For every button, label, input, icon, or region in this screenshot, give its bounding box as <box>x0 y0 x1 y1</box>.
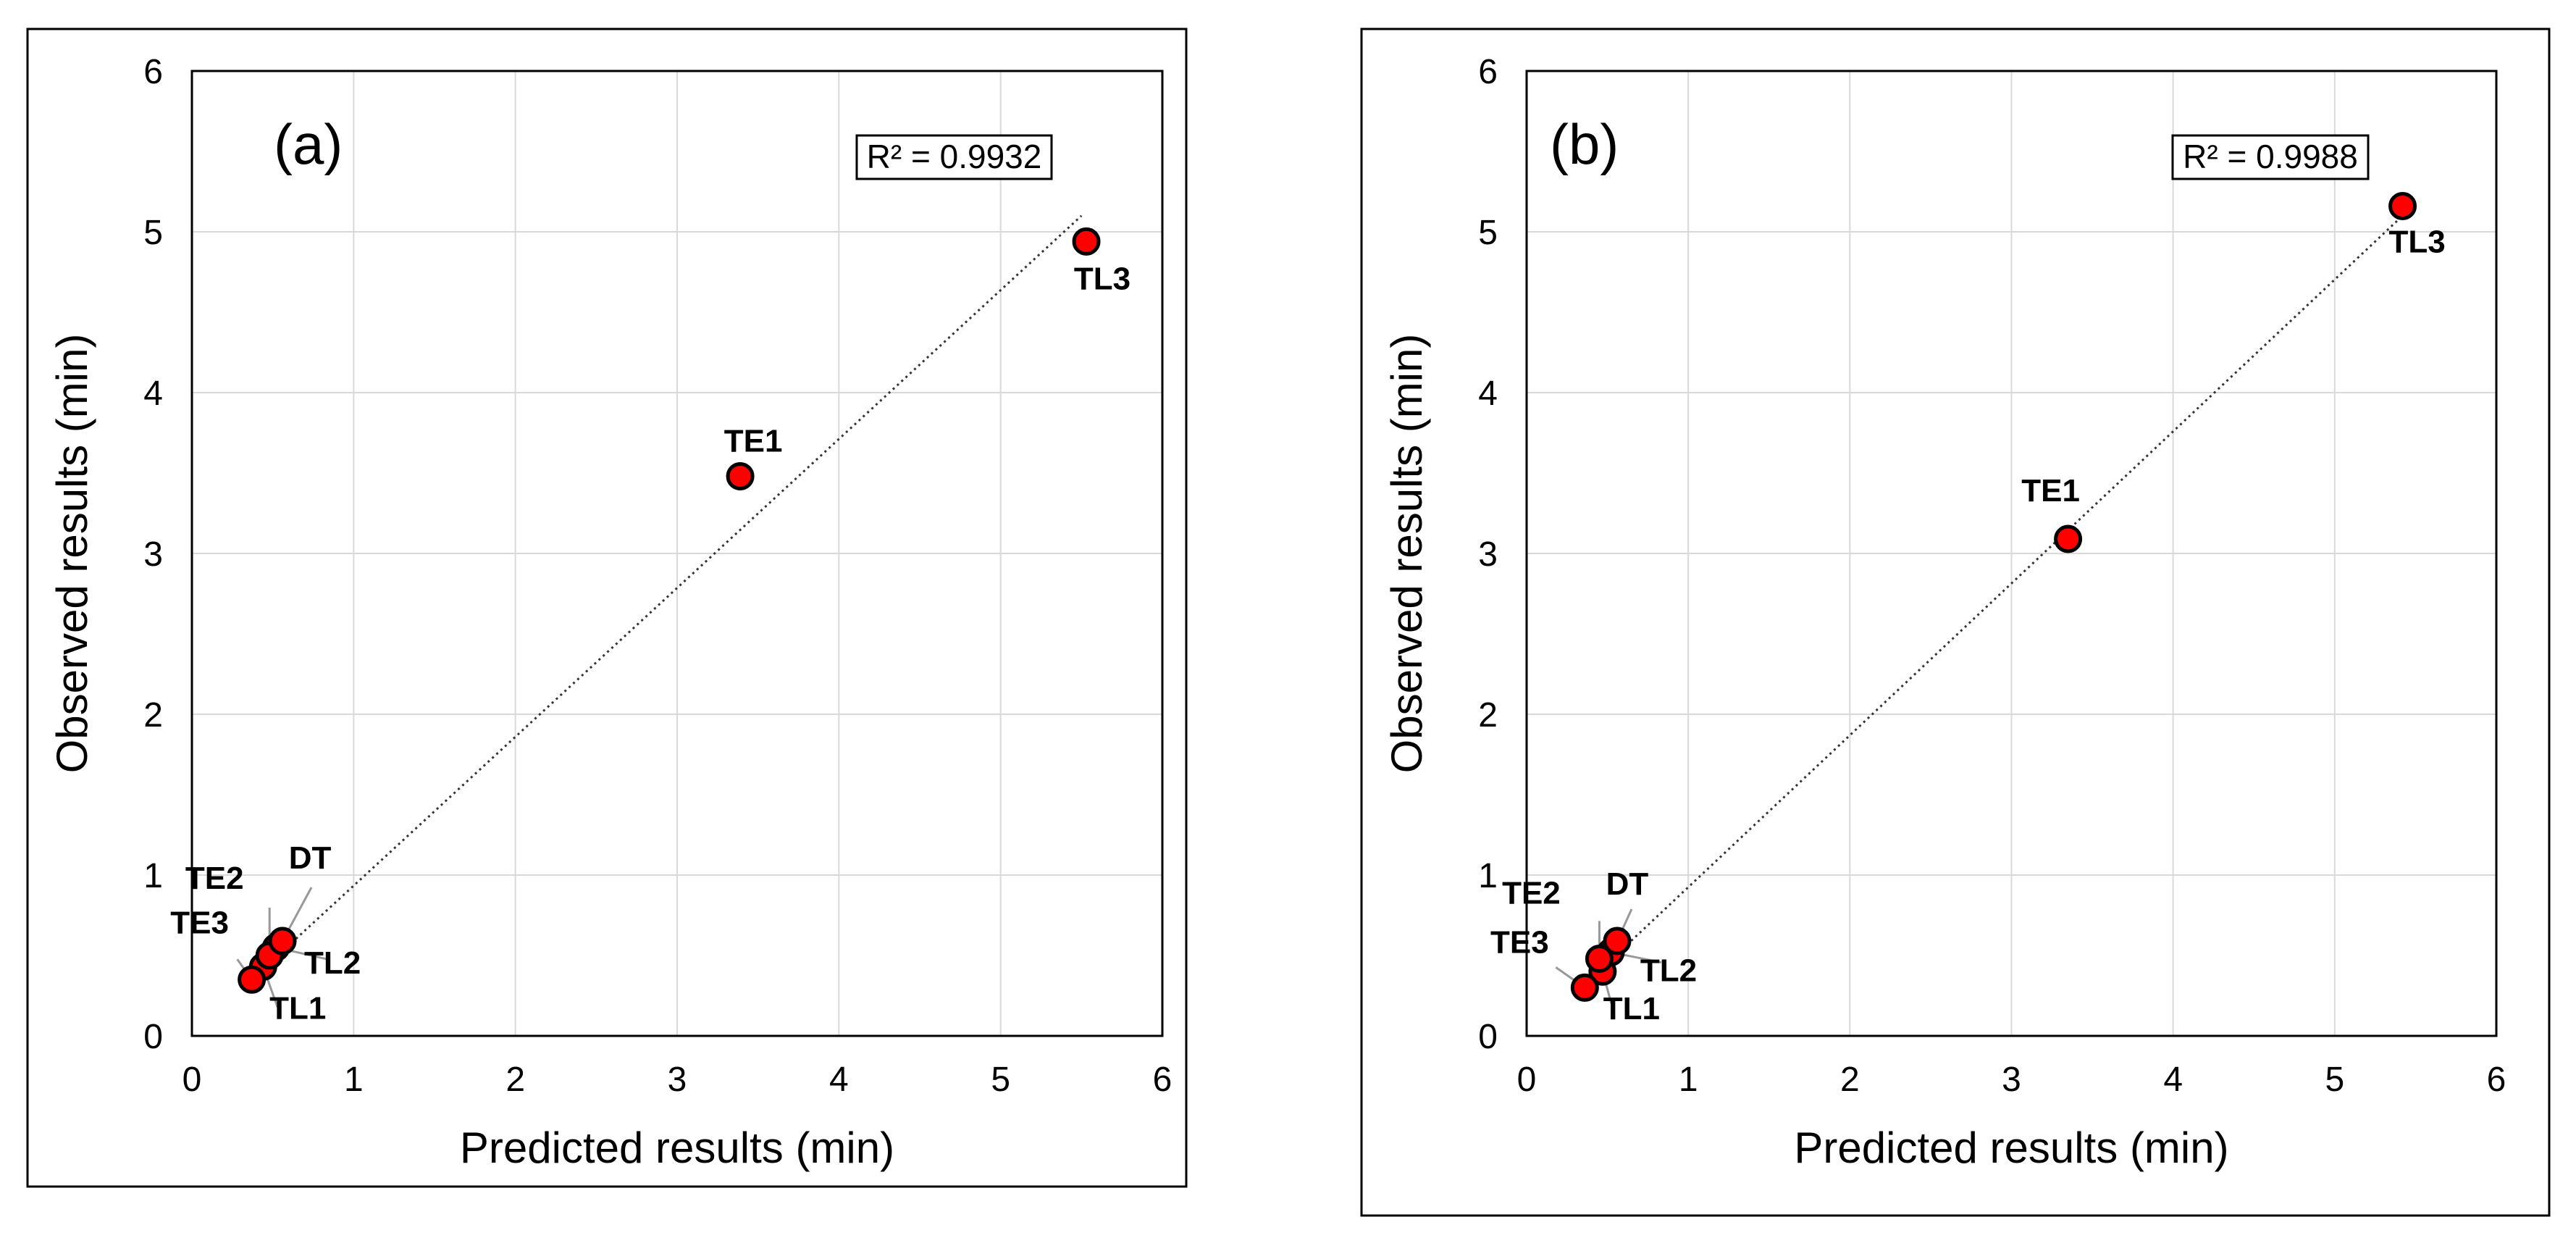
y-tick-label: 3 <box>1478 535 1498 574</box>
data-point-te1 <box>726 461 755 490</box>
data-point-dt <box>268 927 297 955</box>
panel-label: (a) <box>274 112 343 176</box>
point-label-te2: TE2 <box>185 861 244 896</box>
point-label-tl1: TL1 <box>1603 991 1660 1026</box>
point-label-tl3: TL3 <box>2388 224 2445 259</box>
point-label-tl2: TL2 <box>304 945 361 981</box>
y-tick-label: 6 <box>143 53 163 91</box>
point-label-tl1: TL1 <box>269 991 326 1026</box>
y-tick-label: 6 <box>1478 53 1498 91</box>
point-label-tl2: TL2 <box>1640 953 1697 989</box>
data-point-tl3 <box>2388 191 2417 220</box>
data-point-te3 <box>1570 973 1599 1002</box>
y-axis-title: Observed results (min) <box>48 334 96 774</box>
x-tick-label: 5 <box>991 1061 1010 1099</box>
point-label-tl3: TL3 <box>1074 261 1130 296</box>
x-tick-label: 1 <box>1679 1061 1698 1099</box>
y-tick-label: 0 <box>1478 1018 1498 1056</box>
trendline <box>1584 214 2404 986</box>
panel-label: (b) <box>1550 112 1619 176</box>
y-axis-title: Observed results (min) <box>1383 334 1431 774</box>
y-tick-label: 5 <box>143 214 163 252</box>
point-label-te3: TE3 <box>1490 924 1549 960</box>
data-point-dt <box>1603 927 1632 955</box>
data-point-te1 <box>2054 524 2083 553</box>
y-tick-label: 2 <box>1478 696 1498 735</box>
y-tick-label: 1 <box>143 857 163 895</box>
y-tick-label: 4 <box>1478 375 1498 413</box>
x-tick-label: 1 <box>344 1061 364 1099</box>
y-tick-label: 1 <box>1478 857 1498 895</box>
figure-frame <box>1360 28 2551 1217</box>
data-point-tl3 <box>1072 227 1101 256</box>
x-tick-label: 6 <box>2487 1061 2506 1099</box>
plot-area <box>1525 70 2498 1037</box>
x-tick-label: 2 <box>505 1061 525 1099</box>
x-tick-label: 4 <box>2163 1061 2183 1099</box>
point-label-te2: TE2 <box>1502 875 1561 911</box>
r-squared-label: R² = 0.9988 <box>2183 138 2358 175</box>
point-label-dt: DT <box>289 840 332 876</box>
y-tick-label: 5 <box>1478 214 1498 252</box>
x-axis-title: Predicted results (min) <box>1794 1124 2228 1172</box>
x-tick-label: 0 <box>182 1061 202 1099</box>
x-tick-label: 6 <box>1153 1061 1172 1099</box>
point-label-dt: DT <box>1606 866 1649 902</box>
r-squared-box <box>855 134 1053 180</box>
x-tick-label: 4 <box>829 1061 849 1099</box>
y-tick-label: 3 <box>143 535 163 574</box>
x-axis-title: Predicted results (min) <box>460 1124 894 1172</box>
y-tick-label: 0 <box>143 1018 163 1056</box>
figure-frame <box>26 28 1188 1188</box>
y-tick-label: 2 <box>143 696 163 735</box>
point-label-te1: TE1 <box>724 423 783 459</box>
data-point-te3 <box>238 965 267 994</box>
r-squared-label: R² = 0.9932 <box>867 138 1042 175</box>
y-tick-label: 4 <box>143 375 163 413</box>
data-point-te2 <box>1585 944 1614 973</box>
point-label-te3: TE3 <box>170 905 229 940</box>
panel-a: 00 1 1 2 2 3 3 4 4 5 5 6 6 Predicted results (min) Obs… <box>26 28 1188 1188</box>
x-tick-label: 3 <box>2002 1061 2021 1099</box>
x-tick-label: 5 <box>2325 1061 2344 1099</box>
x-tick-label: 2 <box>1840 1061 1860 1099</box>
r-squared-box <box>2171 134 2370 180</box>
point-label-te1: TE1 <box>2021 473 2080 509</box>
x-tick-label: 0 <box>1517 1061 1537 1099</box>
plot-area <box>190 70 1164 1037</box>
trendline <box>252 214 1083 979</box>
x-tick-label: 3 <box>668 1061 687 1099</box>
panel-b: 00 1 1 2 2 3 3 4 4 5 5 6 6 Predicted results (min) Obs… <box>1360 28 2551 1217</box>
